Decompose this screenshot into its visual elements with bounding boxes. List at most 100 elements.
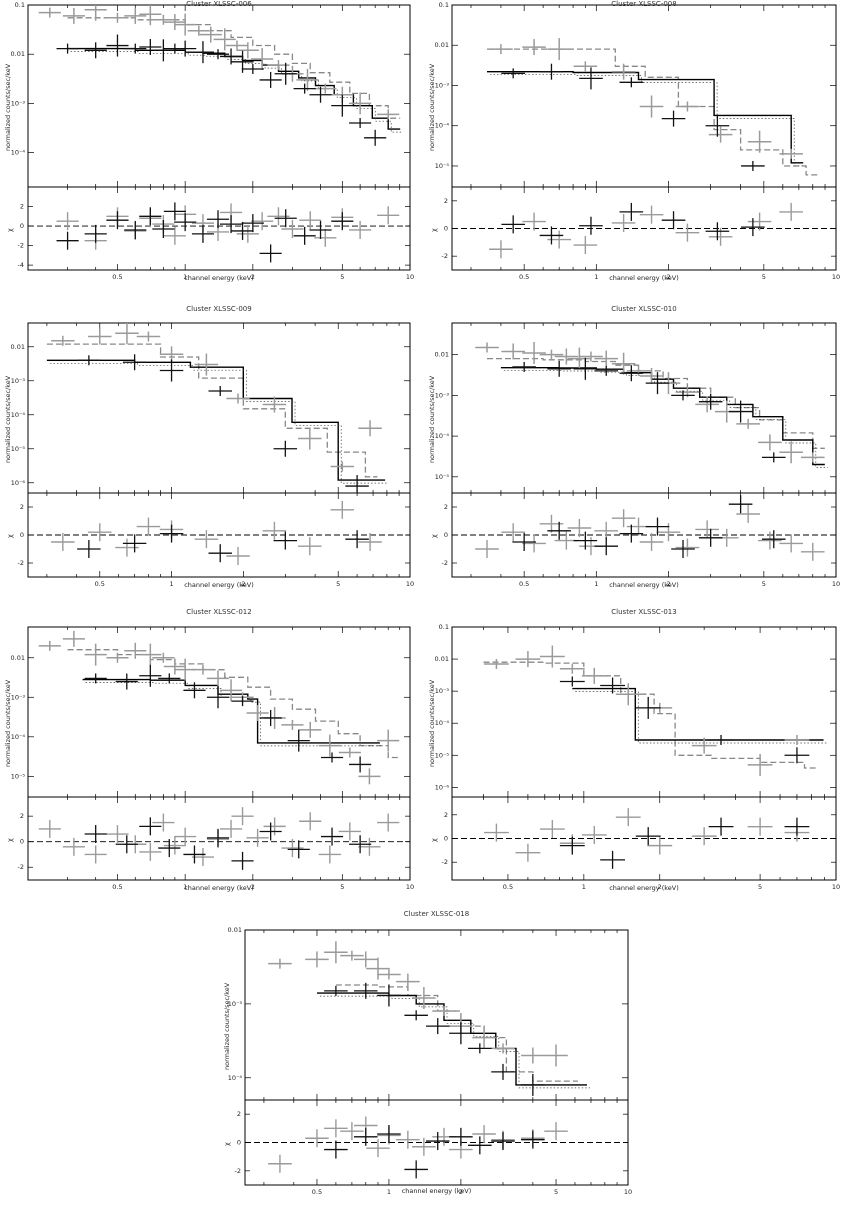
model-step-line xyxy=(46,343,378,478)
x-tick-label: 0.5 xyxy=(503,883,513,891)
residual-tick-label: 0 xyxy=(20,531,24,539)
residual-tick-label: 2 xyxy=(20,812,24,820)
model-dotted-line xyxy=(70,51,404,133)
residual-tick-label: -2 xyxy=(18,863,24,871)
residual-tick-label: 2 xyxy=(444,811,448,819)
x-tick-label: 5 xyxy=(762,273,766,281)
chart-title: Cluster XLSSC-018 xyxy=(403,910,470,918)
y-tick-label: 0.1 xyxy=(439,1,449,9)
residual-axis-label: χ xyxy=(430,534,438,538)
y-tick-label: 10⁻³ xyxy=(435,81,450,89)
x-tick-label: 0.5 xyxy=(312,1188,322,1196)
y-tick-label: 10⁻⁵ xyxy=(11,445,26,453)
residual-area xyxy=(56,202,400,263)
y-tick-label: 10⁻³ xyxy=(228,1000,243,1008)
plot-area xyxy=(487,38,819,176)
x-tick-label: 0.5 xyxy=(519,273,529,281)
model-dotted-line xyxy=(575,691,827,744)
plot-area xyxy=(475,341,828,468)
y-tick-label: 10⁻³ xyxy=(11,693,26,701)
y-tick-label: 10⁻³ xyxy=(435,391,450,399)
residual-area xyxy=(38,807,400,870)
residual-tick-label: -2 xyxy=(442,252,448,260)
x-tick-label: 0.5 xyxy=(519,580,529,588)
y-tick-label: 10⁻⁴ xyxy=(435,432,450,440)
residual-area xyxy=(475,495,825,561)
x-axis-label: channel energy (keV) xyxy=(184,581,254,589)
y-axis-label: normalized counts/sec/keV xyxy=(428,375,436,463)
chart-title: Cluster XLSSC-013 xyxy=(611,608,677,616)
plot-area xyxy=(483,645,827,776)
spectrum-frame xyxy=(27,322,411,494)
y-tick-label: 10⁻⁶ xyxy=(435,783,450,791)
y-tick-label: 10⁻⁴ xyxy=(435,122,450,130)
model-step-line xyxy=(82,678,380,744)
residual-axis-label: χ xyxy=(430,837,438,842)
residual-area xyxy=(489,202,803,259)
residual-tick-label: -2 xyxy=(442,559,448,567)
residual-axis-label: χ xyxy=(6,837,14,842)
y-tick-label: 0.01 xyxy=(435,41,449,49)
x-tick-label: 5 xyxy=(554,1188,558,1196)
residual-tick-label: 2 xyxy=(444,197,448,205)
residual-area xyxy=(268,1116,568,1179)
y-tick-label: 0.01 xyxy=(435,655,449,663)
x-tick-label: 1 xyxy=(594,273,598,281)
chart-title: Cluster XLSSC-006 xyxy=(186,0,252,8)
x-tick-label: 2 xyxy=(251,273,255,281)
x-tick-label: 1 xyxy=(169,580,173,588)
model-step-line xyxy=(500,367,825,466)
residual-tick-label: 0 xyxy=(444,835,448,843)
x-tick-label: 5 xyxy=(336,580,340,588)
y-tick-label: 0.1 xyxy=(439,623,449,631)
residual-tick-label: 0 xyxy=(444,225,448,233)
spectrum-frame xyxy=(244,929,629,1101)
residual-frame xyxy=(27,186,411,271)
plot-area xyxy=(38,630,401,785)
residual-tick-label: 2 xyxy=(444,503,448,511)
x-tick-label: 2 xyxy=(251,883,255,891)
residual-tick-label: -2 xyxy=(235,1167,241,1175)
y-tick-label: 10⁻⁶ xyxy=(11,479,26,487)
residual-axis-label: χ xyxy=(430,227,438,232)
x-axis-label: channel energy (keV) xyxy=(401,1187,472,1195)
plot-area xyxy=(38,5,404,146)
y-tick-label: 0.01 xyxy=(435,351,449,359)
spectrum-panel-3: 0.5 1 2 5 10 0.01 10⁻³ 10⁻⁴ 10⁻⁵ 10⁻⁶ 2 0 -2 xyxy=(11,322,414,588)
residual-tick-label: -2 xyxy=(18,242,24,250)
residual-tick-label: -2 xyxy=(18,559,24,567)
y-tick-label: 10⁻³ xyxy=(11,377,26,385)
spectrum-frame xyxy=(451,4,837,188)
y-tick-label: 10⁻⁴ xyxy=(435,719,450,727)
y-tick-label: 10⁻⁴ xyxy=(228,1074,243,1082)
x-tick-label: 1 xyxy=(183,273,187,281)
model-dotted-line xyxy=(490,74,807,167)
x-tick-label: 0.5 xyxy=(112,273,122,281)
x-tick-label: 10 xyxy=(406,883,414,891)
residual-tick-label: -2 xyxy=(442,858,448,866)
y-tick-label: 10⁻⁴ xyxy=(11,733,26,741)
x-axis-label: channel energy (keV) xyxy=(609,581,679,589)
residual-tick-label: 2 xyxy=(20,203,24,211)
x-tick-label: 2 xyxy=(459,1188,463,1196)
x-tick-label: 0.5 xyxy=(95,580,105,588)
y-tick-label: 0.01 xyxy=(11,343,25,351)
model-step-line xyxy=(487,48,819,176)
x-tick-label: 0.5 xyxy=(112,883,122,891)
x-tick-label: 10 xyxy=(832,580,840,588)
spectrum-frame xyxy=(451,626,837,798)
x-axis-label: channel energy (keV) xyxy=(609,884,679,892)
x-tick-label: 10 xyxy=(406,580,414,588)
chart-title: Cluster XLSSC-008 xyxy=(611,0,677,8)
y-tick-label: 10⁻⁵ xyxy=(435,751,450,759)
x-tick-label: 10 xyxy=(624,1188,632,1196)
y-tick-label: 10⁻⁵ xyxy=(435,162,450,170)
x-tick-label: 1 xyxy=(387,1188,391,1196)
y-tick-label: 0.1 xyxy=(15,1,25,9)
spectrum-panel-7: 0.5 1 2 5 10 0.01 10⁻³ 10⁻⁴ 2 0 -2 xyxy=(228,926,633,1196)
y-axis-label: normalized counts/sec/keV xyxy=(223,982,231,1070)
model-step-line xyxy=(487,357,825,449)
model-dotted-line xyxy=(49,362,389,484)
spectrum-panel-6: 0.5 1 2 5 10 0.1 0.01 10⁻³ 10⁻⁴ 10⁻⁵ 10⁻⁶ 2 0 -2 xyxy=(435,623,841,891)
model-step-line xyxy=(67,649,401,759)
